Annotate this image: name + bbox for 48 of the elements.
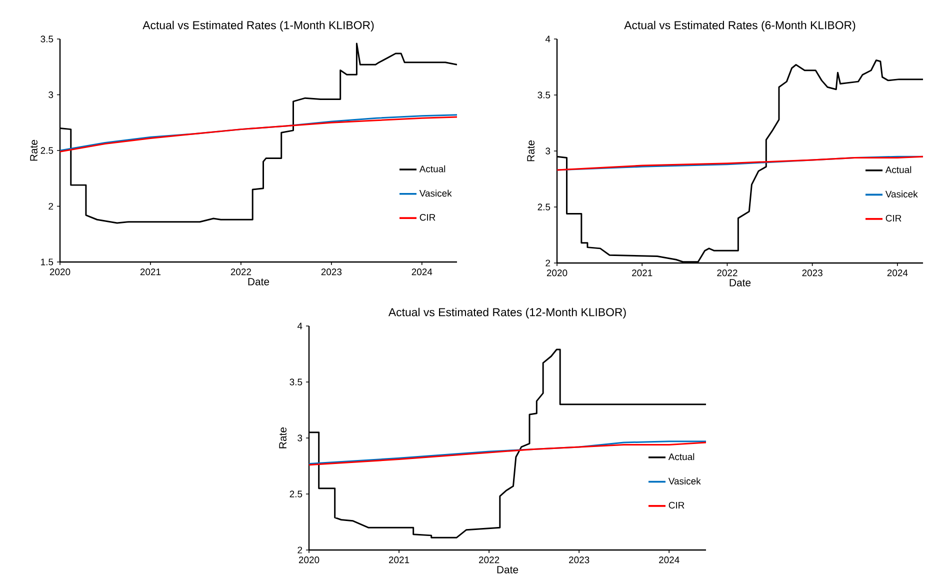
legend-label: CIR bbox=[886, 214, 902, 222]
legend-label: Vasicek bbox=[885, 190, 918, 198]
y-axis-title: Rate bbox=[30, 140, 38, 161]
x-tick-label: 2021 bbox=[632, 270, 652, 276]
y-tick-label: 3 bbox=[48, 91, 54, 98]
x-axis-title: Date bbox=[497, 566, 518, 574]
y-tick-label: 3.5 bbox=[40, 36, 54, 42]
y-tick-label: 2 bbox=[48, 202, 54, 210]
legend-label: Actual bbox=[885, 166, 912, 174]
x-tick-label: 2024 bbox=[412, 268, 432, 276]
y-axis-title: Rate bbox=[279, 427, 286, 448]
y-tick-label: 4 bbox=[545, 36, 550, 42]
legend-label: CIR bbox=[668, 502, 684, 509]
chart-title: Actual vs Estimated Rates (6-Month KLIBOR) bbox=[624, 20, 856, 32]
x-tick-label: 2023 bbox=[321, 268, 342, 276]
x-tick-label: 2022 bbox=[230, 268, 252, 276]
x-tick-label: 2023 bbox=[569, 556, 590, 564]
x-tick-label: 2022 bbox=[717, 270, 738, 276]
legend-label: Actual bbox=[668, 453, 694, 460]
x-tick-label: 2020 bbox=[546, 270, 568, 276]
y-tick-label: 2.5 bbox=[538, 204, 550, 210]
x-tick-label: 2021 bbox=[140, 268, 161, 276]
x-tick-label: 2023 bbox=[802, 270, 822, 276]
y-tick-label: 3 bbox=[546, 148, 550, 154]
y-tick-label: 3.5 bbox=[538, 92, 550, 98]
y-tick-label: 2.5 bbox=[290, 490, 302, 498]
chart-title: Actual vs Estimated Rates (12-Month KLIBOR) bbox=[388, 308, 626, 319]
y-tick-label: 1.5 bbox=[41, 258, 54, 266]
y-tick-label: 2 bbox=[298, 546, 302, 554]
x-tick-label: 2021 bbox=[388, 556, 410, 564]
y-tick-label: 3.5 bbox=[290, 378, 302, 386]
x-axis-title: Date bbox=[248, 278, 270, 286]
x-tick-label: 2020 bbox=[50, 268, 70, 276]
y-tick-label: 4 bbox=[297, 322, 302, 330]
x-axis-title: Date bbox=[730, 279, 751, 286]
chart-title: Actual vs Estimated Rates (1-Month KLIBOR) bbox=[142, 20, 374, 32]
y-tick-label: 3 bbox=[298, 434, 302, 442]
y-tick-label: 2 bbox=[546, 260, 550, 266]
x-tick-label: 2024 bbox=[659, 556, 680, 564]
legend-label: Vasicek bbox=[668, 478, 701, 484]
legend-label: Actual bbox=[419, 165, 446, 172]
y-axis-title: Rate bbox=[527, 140, 534, 162]
x-tick-label: 2022 bbox=[479, 556, 500, 564]
y-tick-label: 2.5 bbox=[40, 147, 54, 154]
x-tick-label: 2020 bbox=[298, 556, 320, 564]
legend-label: Vasicek bbox=[419, 190, 452, 197]
x-tick-label: 2024 bbox=[887, 270, 908, 276]
legend-label: CIR bbox=[420, 214, 436, 221]
